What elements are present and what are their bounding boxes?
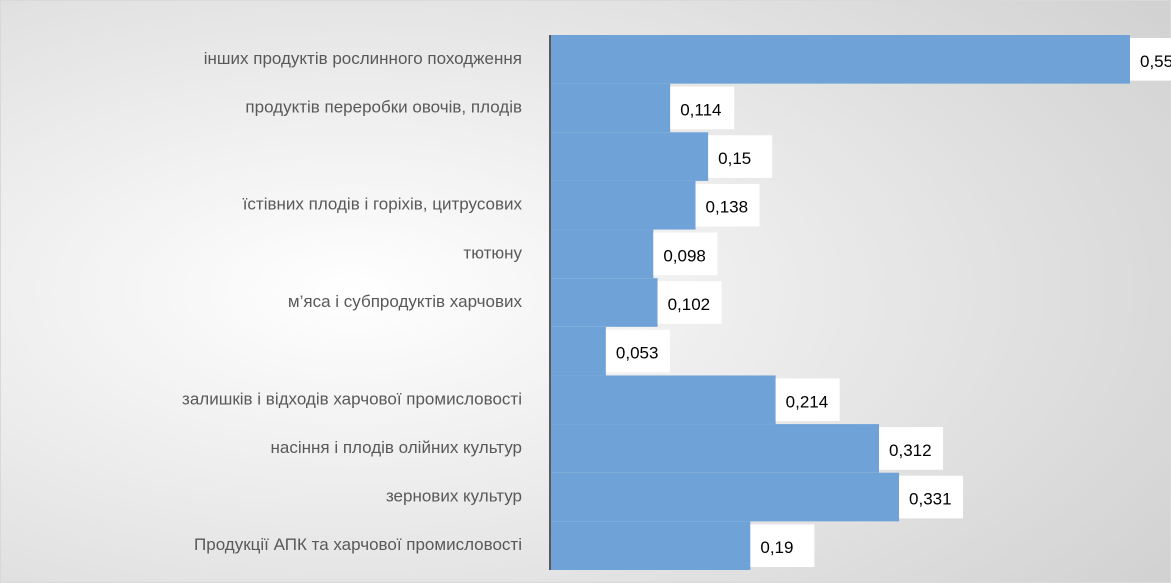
- data-label: 0,15: [718, 149, 751, 168]
- data-label: 0,214: [786, 392, 829, 411]
- bar: [550, 180, 696, 230]
- bar: [550, 326, 606, 376]
- data-label: 0,098: [663, 246, 706, 265]
- label-bg: [879, 427, 944, 470]
- y-tick-label: насіння і плодів олійних культур: [271, 438, 523, 457]
- y-tick-label: їстівних плодів і горіхів, цитрусових: [242, 195, 523, 214]
- data-label: 0,053: [616, 344, 659, 363]
- data-label: 0,331: [909, 490, 952, 509]
- label-bg: [750, 524, 815, 567]
- bar: [550, 472, 900, 522]
- y-tick-label: зернових культур: [386, 487, 522, 506]
- bar: [550, 229, 654, 279]
- label-bg: [1130, 38, 1171, 81]
- y-tick-label: тютюну: [463, 243, 522, 262]
- y-tick-label: продуктів переробки овочів, плодів: [245, 97, 522, 116]
- label-bg: [695, 183, 760, 227]
- bar: [550, 83, 671, 133]
- bar: [550, 278, 658, 327]
- label-bg: [605, 329, 670, 373]
- label-bg: [657, 281, 722, 324]
- y-tick-label: інших продуктів рослинного походження: [204, 49, 522, 68]
- label-bg: [708, 135, 773, 178]
- bar: [550, 424, 880, 473]
- data-label: 0,102: [668, 295, 711, 314]
- label-bg: [775, 378, 840, 422]
- bar: [550, 521, 751, 570]
- bar: [550, 35, 1130, 84]
- y-tick-label: м’яса і субпродуктів харчових: [288, 292, 523, 311]
- data-label: 0,138: [706, 198, 749, 217]
- data-label: 0,312: [889, 441, 932, 460]
- y-tick-label: Продукції АПК та харчової промисловості: [194, 535, 522, 554]
- label-bg: [899, 475, 964, 519]
- label-bg: [670, 86, 735, 130]
- bar: [550, 132, 709, 181]
- data-label: 0,55: [1140, 52, 1171, 71]
- y-tick-label: залишків і відходів харчової промисловос…: [182, 389, 522, 408]
- data-label: 0,114: [680, 100, 721, 119]
- label-bg: [653, 232, 718, 276]
- bar: [550, 375, 776, 425]
- data-label: 0,19: [760, 538, 793, 557]
